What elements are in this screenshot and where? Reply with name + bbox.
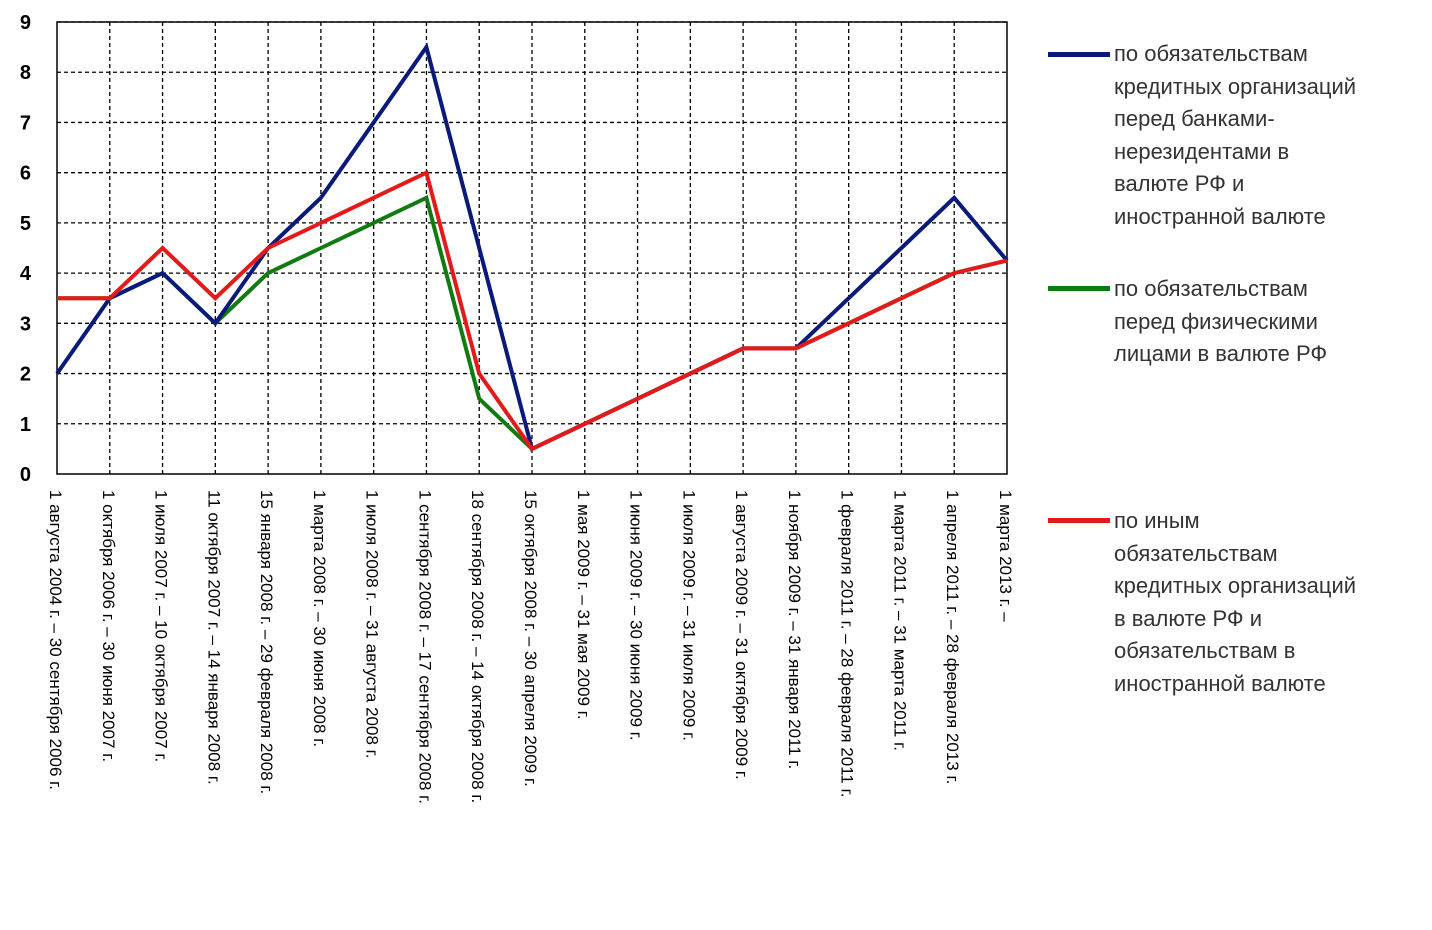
x-tick-label: 1 ноября 2009 г. – 31 января 2011 г. [785, 490, 804, 769]
series-line-2 [57, 169, 1008, 452]
legend-label-other-obligations: по иным обязательствам кредитных организ… [1114, 508, 1357, 696]
x-tick-label: 1 марта 2011 г. – 31 марта 2011 г. [890, 490, 909, 751]
x-tick-label: 1 сентября 2008 г. – 17 сентября 2008 г. [415, 490, 434, 804]
y-tick-label: 8 [20, 62, 31, 84]
y-tick-label: 7 [20, 112, 31, 134]
x-tick-label: 1 марта 2008 г. – 30 июня 2008 г. [310, 490, 329, 747]
y-tick-label: 4 [20, 263, 32, 285]
legend-swatch-red [1048, 518, 1110, 523]
x-tick-label: 1 августа 2004 г. – 30 сентября 2006 г. [46, 490, 65, 790]
y-tick-label: 9 [20, 12, 31, 34]
x-tick-label: 1 июля 2007 г. – 10 октября 2007 г. [152, 490, 171, 762]
legend-label-nonresident-banks: по обязательствам кредитных организаций … [1114, 41, 1357, 229]
y-axis-tick-labels: 0 1 2 3 4 5 6 7 8 9 [20, 12, 32, 486]
plot-area-frame [56, 21, 1008, 475]
legend-swatch-blue [1048, 52, 1110, 57]
y-tick-label: 6 [20, 163, 31, 185]
x-tick-label: 1 июля 2009 г. – 31 июля 2009 г. [679, 490, 698, 741]
x-tick-label: 15 октября 2008 г. – 30 апреля 2009 г. [521, 490, 540, 787]
x-tick-label: 1 апреля 2011 г. – 28 февраля 2013 г. [943, 490, 962, 784]
x-tick-label: 15 января 2008 г. – 29 февраля 2008 г. [257, 490, 276, 794]
x-tick-label: 11 октября 2007 г. – 14 января 2008 г. [204, 490, 223, 785]
x-axis-tick-labels: 1 августа 2004 г. – 30 сентября 2006 г. 1… [46, 490, 1015, 804]
x-tick-label: 1 октября 2006 г. – 30 июня 2007 г. [99, 490, 118, 762]
y-tick-label: 2 [20, 364, 31, 386]
series-lines [55, 42, 1009, 452]
x-tick-label: 18 сентября 2008 г. – 14 октября 2008 г. [468, 490, 487, 803]
y-tick-label: 1 [20, 414, 31, 436]
y-tick-label: 3 [20, 313, 31, 335]
x-tick-label: 1 августа 2009 г. – 31 октября 2009 г. [732, 490, 751, 780]
x-tick-label: 1 июня 2009 г. – 30 июня 2009 г. [627, 490, 646, 741]
legend-swatch-green [1048, 286, 1110, 291]
legend-label-individuals: по обязательствам перед физическими лица… [1114, 276, 1328, 366]
x-tick-label: 1 июля 2008 г. – 31 августа 2008 г. [363, 490, 382, 758]
y-tick-label: 0 [20, 464, 31, 486]
line-chart: 0 1 2 3 4 5 6 7 8 9 1 августа 2004 г. – 30 сентяб… [20, 12, 1015, 804]
x-tick-label: 1 марта 2013 г. – [996, 490, 1015, 622]
y-tick-label: 5 [20, 213, 31, 235]
grid [57, 21, 1007, 474]
legend: по обязательствам кредитных организаций … [1048, 0, 1432, 930]
x-tick-label: 1 февраля 2011 г. – 28 февраля 2011 г. [838, 490, 857, 797]
x-tick-label: 1 мая 2009 г. – 31 мая 2009 г. [574, 490, 593, 720]
